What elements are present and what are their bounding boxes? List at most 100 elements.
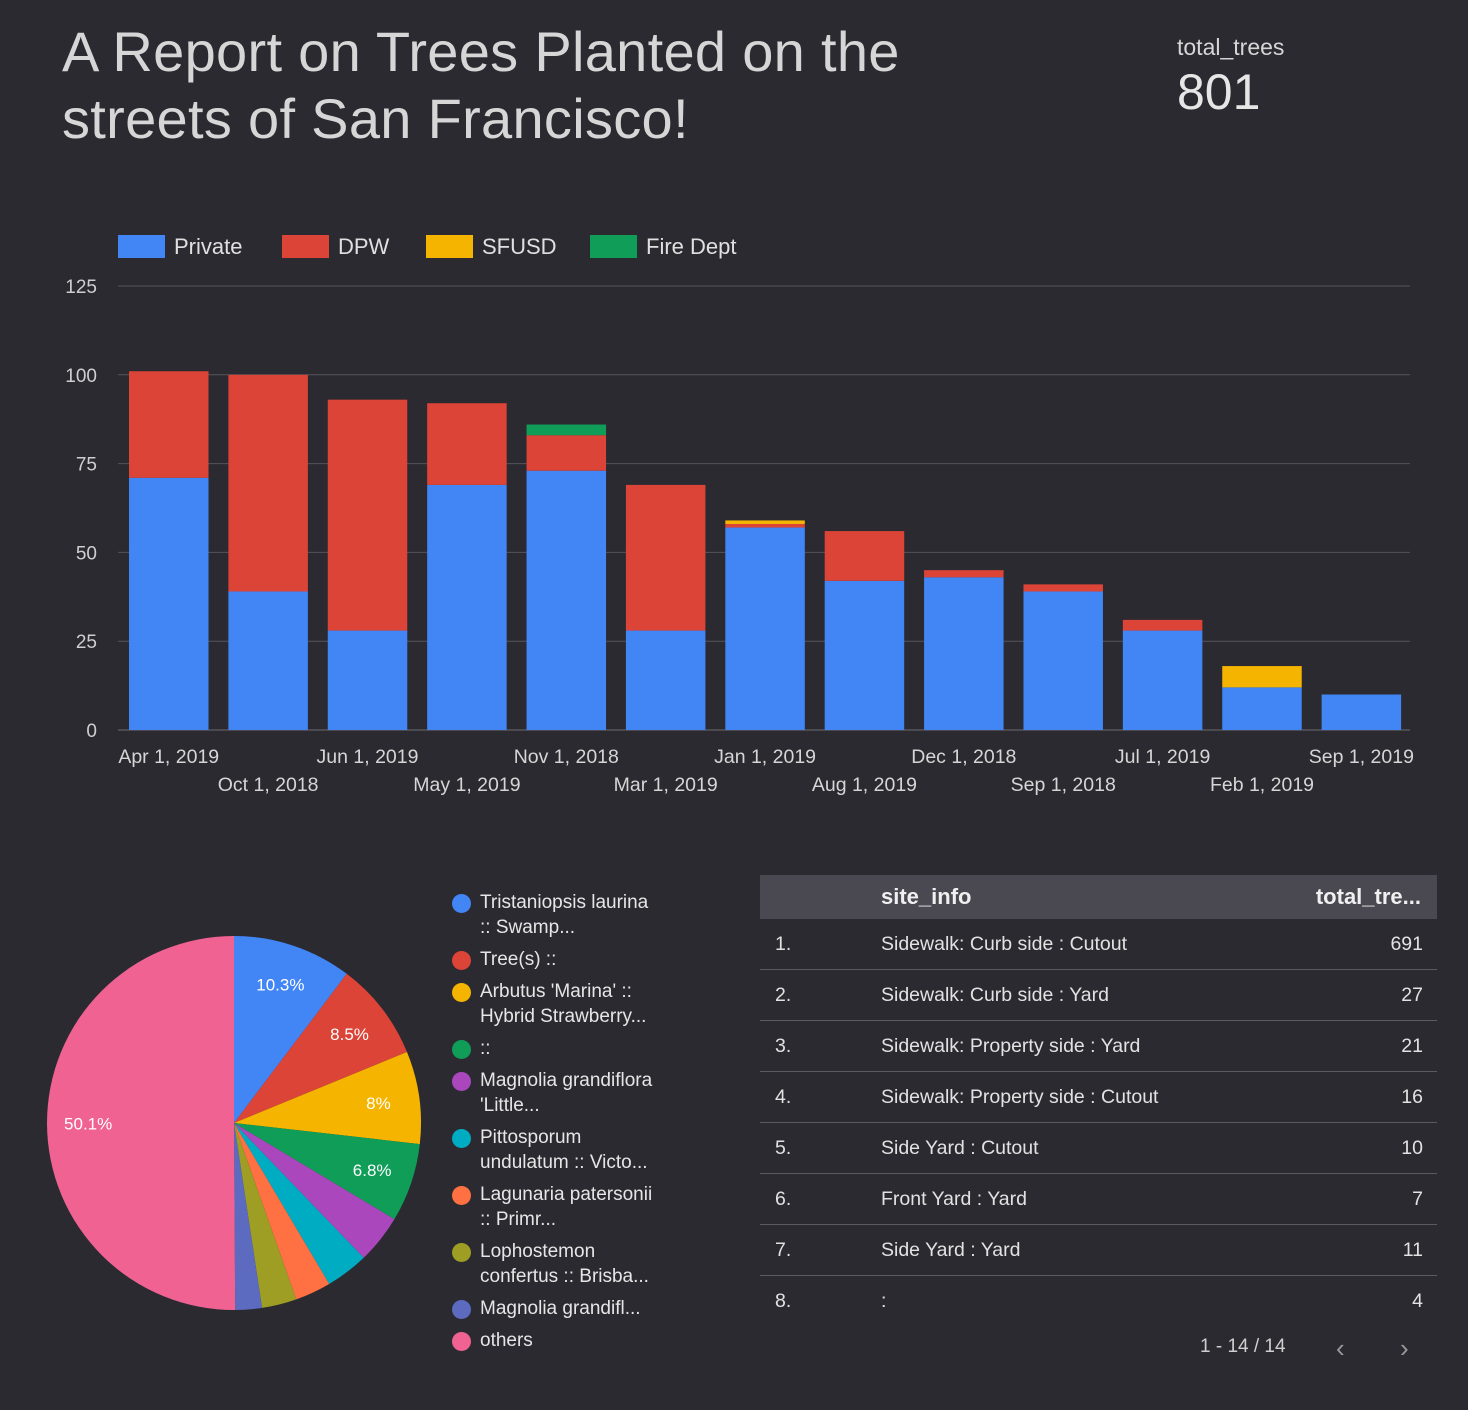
scorecard-label: total_trees <box>1177 34 1285 60</box>
bar-segment-dpw[interactable] <box>129 371 209 478</box>
bar-segment-dpw[interactable] <box>625 484 706 631</box>
pie-slice-label: 50.1% <box>64 1114 112 1133</box>
y-tick-label: 100 <box>65 366 97 387</box>
bar-segment-private[interactable] <box>526 470 607 730</box>
bar-segment-sfusd[interactable] <box>725 520 805 524</box>
bar-segment-dpw[interactable] <box>1023 584 1103 592</box>
pie-legend-label: Tristaniopsis laurina :: Swamp... <box>480 892 649 938</box>
pie-legend-item[interactable]: Magnolia grandiflora 'Little... <box>452 1068 682 1118</box>
bar-segment-dpw[interactable] <box>1122 619 1203 631</box>
pie-legend-item[interactable]: Tree(s) :: <box>452 947 682 972</box>
x-tick-label: May 1, 2019 <box>413 774 520 796</box>
legend-swatch <box>426 235 473 258</box>
x-tick-label: Oct 1, 2018 <box>218 774 319 796</box>
legend-swatch <box>282 235 329 258</box>
table-row[interactable]: 1. Sidewalk: Curb side : Cutout 691 <box>760 919 1437 970</box>
bar-segment-private[interactable] <box>1023 591 1103 730</box>
table-row[interactable]: 8.: 4 <box>760 1276 1437 1326</box>
legend-label: Fire Dept <box>646 234 736 259</box>
legend-item[interactable]: Fire Dept <box>590 234 736 259</box>
column-header-site-info[interactable]: site_info <box>881 884 972 909</box>
bar-segment-private[interactable] <box>1321 694 1402 730</box>
pie-slice[interactable] <box>234 936 347 1123</box>
bar-segment-dpw[interactable] <box>725 523 805 528</box>
y-tick-label: 50 <box>76 543 97 564</box>
column-header-total-trees[interactable]: total_tre... <box>1315 884 1421 909</box>
bar-segment-private[interactable] <box>1122 630 1203 730</box>
pie-slice-label: 6.8% <box>353 1161 392 1180</box>
pie-legend-item[interactable]: Pittosporum undulatum :: Victo... <box>452 1125 682 1175</box>
legend-label: Private <box>174 234 242 259</box>
bar-segment-dpw[interactable] <box>824 531 905 581</box>
bar-segment-private[interactable] <box>228 591 308 730</box>
pie-slice[interactable] <box>234 1123 420 1220</box>
pie-slice-label: 8.5% <box>330 1025 369 1044</box>
legend-item[interactable]: SFUSD <box>426 234 557 259</box>
pie-legend: Tristaniopsis laurina :: Swamp...Tree(s)… <box>452 890 682 1360</box>
bar-segment-dpw[interactable] <box>228 374 308 592</box>
x-tick-label: Jul 1, 2019 <box>1115 746 1210 768</box>
bar-segment-private[interactable] <box>427 484 507 730</box>
pie-legend-label: :: <box>480 1038 491 1059</box>
chevron-right-icon[interactable]: › <box>1400 1333 1409 1363</box>
bar-segment-fire-dept[interactable] <box>526 424 607 436</box>
legend-dot <box>452 1129 471 1148</box>
legend-item[interactable]: DPW <box>282 234 390 259</box>
bar-segment-dpw[interactable] <box>427 403 507 485</box>
bar-segment-private[interactable] <box>824 580 905 730</box>
pie-slice[interactable] <box>234 1123 297 1308</box>
site-info-table: site_info total_tre... 1. Sidewalk: Curb … <box>760 875 1437 1326</box>
table-row[interactable]: 4. Sidewalk: Property side : Cutout 16 <box>760 1072 1437 1123</box>
x-tick-label: Feb 1, 2019 <box>1210 774 1314 796</box>
pie-legend-label: Tree(s) :: <box>480 949 557 970</box>
pie-legend-item[interactable]: Magnolia grandifl... <box>452 1296 682 1321</box>
x-tick-label: Jan 1, 2019 <box>714 746 816 768</box>
pie-legend-item[interactable]: Lophostemon confertus :: Brisba... <box>452 1239 682 1289</box>
x-tick-label: Apr 1, 2019 <box>118 746 219 768</box>
total-trees-cell: 11 <box>1402 1238 1423 1261</box>
pie-slice[interactable] <box>234 1051 422 1145</box>
y-tick-label: 75 <box>76 455 97 476</box>
bar-segment-private[interactable] <box>1222 687 1302 730</box>
pie-slice[interactable] <box>234 973 407 1123</box>
pie-legend-item[interactable]: others <box>452 1328 682 1353</box>
table-row[interactable]: 6. Front Yard : Yard 7 <box>760 1174 1437 1225</box>
table-row[interactable]: 2. Sidewalk: Curb side : Yard 27 <box>760 970 1437 1021</box>
pie-slice[interactable] <box>47 936 236 1310</box>
bar-segment-private[interactable] <box>327 630 408 730</box>
chevron-left-icon[interactable]: ‹ <box>1336 1333 1345 1363</box>
pie-legend-label: Magnolia grandifl... <box>480 1298 641 1319</box>
bar-segment-private[interactable] <box>725 527 805 730</box>
legend-dot <box>452 1243 471 1262</box>
bar-segment-dpw[interactable] <box>327 399 408 631</box>
site-info-cell: Sidewalk: Curb side : Yard <box>881 983 1109 1006</box>
legend-dot <box>452 951 471 970</box>
bar-segment-dpw[interactable] <box>526 435 607 471</box>
pie-slice[interactable] <box>234 1123 330 1300</box>
pie-legend-item[interactable]: Tristaniopsis laurina :: Swamp... <box>452 890 682 940</box>
pagination-label: 1 - 14 / 14 <box>1200 1336 1286 1357</box>
bar-segment-private[interactable] <box>625 630 706 730</box>
stacked-bar-chart: Private DPW SFUSD Fire Dept 0 25 50 75 100 125 Apr… <box>65 234 1414 796</box>
row-index: 5. <box>775 1136 792 1159</box>
x-tick-label: Nov 1, 2018 <box>514 746 619 768</box>
table-row[interactable]: 3. Sidewalk: Property side : Yard 21 <box>760 1021 1437 1072</box>
bar-segment-sfusd[interactable] <box>1222 666 1302 688</box>
table-row[interactable]: 5. Side Yard : Cutout 10 <box>760 1123 1437 1174</box>
pie-slice[interactable] <box>234 1123 395 1258</box>
pie-slice[interactable] <box>234 1123 263 1310</box>
bar-segment-private[interactable] <box>129 477 209 730</box>
table-row[interactable]: 7. Side Yard : Yard 11 <box>760 1225 1437 1276</box>
pie-legend-item[interactable]: :: <box>452 1036 682 1061</box>
pie-legend-label: Lophostemon confertus :: Brisba... <box>480 1241 649 1287</box>
bar-segment-private[interactable] <box>924 577 1004 730</box>
pie-slice[interactable] <box>234 1123 364 1284</box>
total-trees-cell: 16 <box>1401 1085 1423 1108</box>
site-info-cell: Sidewalk: Curb side : Cutout <box>881 932 1128 955</box>
pie-legend-item[interactable]: Arbutus 'Marina' :: Hybrid Strawberry... <box>452 979 682 1029</box>
pie-legend-item[interactable]: Lagunaria patersonii :: Primr... <box>452 1182 682 1232</box>
legend-dot <box>452 1332 471 1351</box>
legend-dot <box>452 1040 471 1059</box>
bar-segment-dpw[interactable] <box>924 570 1004 578</box>
legend-item[interactable]: Private <box>118 234 242 259</box>
